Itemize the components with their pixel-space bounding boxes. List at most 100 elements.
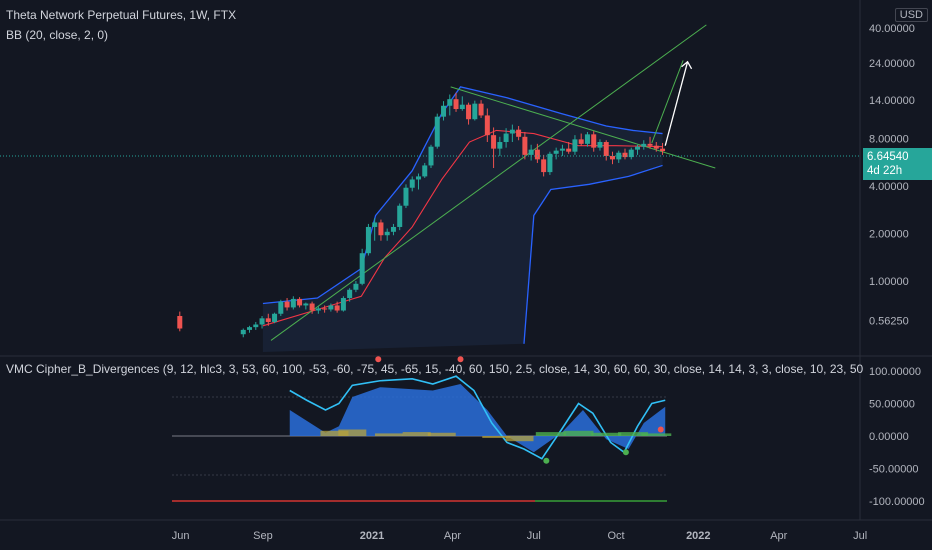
candle-body	[609, 155, 615, 160]
candle-body	[428, 146, 434, 166]
candle-body	[322, 308, 328, 310]
time-tick-label: Apr	[770, 530, 787, 542]
vmc-indicator-label[interactable]: VMC Cipher_B_Divergences (9, 12, hlc3, 3…	[6, 362, 864, 376]
candle-body	[641, 143, 647, 147]
oscillator-axis[interactable]: 100.00000 50.00000 0.00000 -50.00000 -100.00…	[869, 366, 925, 508]
candle-body	[578, 139, 584, 144]
money-flow-bar	[374, 433, 403, 436]
candlesticks	[177, 92, 666, 338]
candle-body	[259, 318, 265, 325]
price-tick-label: 40.00000	[869, 23, 915, 35]
candle-body	[378, 222, 384, 236]
candle-body	[434, 116, 440, 147]
candle-body	[390, 226, 396, 232]
money-flow-bar	[563, 430, 594, 436]
candle-body	[365, 226, 371, 254]
trendline	[450, 86, 716, 169]
trendline	[651, 60, 684, 144]
candle-body	[447, 99, 453, 106]
candle-body	[584, 134, 590, 144]
bar-countdown: 4d 22h	[867, 165, 903, 177]
candle-body	[603, 142, 609, 156]
candle-body	[516, 129, 522, 137]
candle-body	[491, 135, 497, 149]
candle-body	[240, 329, 246, 335]
time-tick-label: Sep	[253, 530, 273, 542]
bollinger-bands	[262, 86, 663, 352]
candle-body	[635, 146, 641, 150]
candle-body	[272, 313, 278, 322]
candle-body	[303, 303, 309, 306]
candle-body	[278, 301, 284, 314]
candle-body	[265, 318, 271, 322]
candle-body	[597, 142, 603, 148]
oscillator-tick-label: 50.00000	[869, 399, 915, 411]
time-tick-label: Oct	[607, 530, 624, 542]
candle-body	[177, 316, 183, 329]
last-price-tag: 6.64540 4d 22h	[863, 148, 932, 180]
time-tick-label: 2021	[360, 530, 384, 542]
candle-body	[628, 149, 634, 158]
money-flow-bar	[338, 429, 367, 436]
candle-body	[484, 115, 490, 136]
money-flow-bar	[535, 432, 566, 436]
candle-body	[534, 149, 540, 160]
candle-body	[297, 298, 303, 306]
projection-arrow-head	[681, 60, 693, 70]
candle-body	[353, 283, 359, 290]
candle-body	[340, 298, 346, 311]
candle-body	[660, 148, 666, 152]
oscillator-tick-label: -100.00000	[869, 496, 925, 508]
time-tick-label: Jul	[527, 530, 541, 542]
price-tick-label: 1.00000	[869, 276, 909, 288]
money-flow-bar	[402, 432, 431, 436]
candle-body	[528, 149, 534, 155]
candle-body	[509, 129, 515, 134]
signal-dot	[543, 457, 550, 464]
projection-arrow	[664, 61, 689, 146]
money-flow-bar	[482, 436, 511, 438]
candle-body	[591, 134, 597, 148]
candle-body	[522, 136, 528, 155]
time-tick-label: Jun	[172, 530, 190, 542]
candle-body	[466, 104, 472, 120]
candle-body	[290, 298, 296, 308]
money-flow-bar	[320, 430, 349, 436]
candle-body	[497, 142, 503, 149]
symbol-title[interactable]: Theta Network Perpetual Futures, 1W, FTX	[6, 8, 237, 22]
candle-body	[284, 301, 290, 308]
candle-body	[409, 179, 415, 188]
oscillator-tick-label: 100.00000	[869, 366, 921, 378]
currency-label[interactable]: USD	[894, 8, 928, 22]
price-tick-label: 0.56250	[869, 315, 909, 327]
candle-body	[422, 165, 428, 177]
candle-body	[566, 148, 572, 152]
time-tick-label: 2022	[686, 530, 710, 542]
signal-dot	[457, 356, 464, 363]
candle-body	[403, 187, 409, 206]
candle-body	[503, 133, 509, 143]
price-axis[interactable]: 40.00000 24.00000 14.00000 8.00000 4.00000 2.…	[869, 23, 915, 327]
candle-body	[459, 104, 465, 110]
time-axis[interactable]: Jun Sep 2021 Apr Jul Oct 2022 Apr Jul	[172, 530, 867, 542]
signal-dot	[622, 449, 629, 456]
candle-body	[328, 305, 334, 310]
wave1-line	[289, 375, 666, 460]
trendline	[270, 24, 707, 341]
candle-body	[397, 205, 403, 227]
candle-body	[309, 303, 315, 311]
bb-indicator-label[interactable]: BB (20, close, 2, 0)	[6, 28, 109, 42]
oscillator-tick-label: -50.00000	[869, 464, 919, 476]
money-flow-bar	[505, 436, 534, 442]
trendlines	[270, 24, 716, 341]
oscillator-tick-label: 0.00000	[869, 431, 909, 443]
bb-lower-line	[523, 164, 663, 344]
candle-body	[541, 159, 547, 173]
price-tick-label: 8.00000	[869, 134, 909, 146]
candle-body	[441, 105, 447, 117]
candle-body	[347, 289, 353, 299]
candle-body	[372, 222, 378, 227]
oscillator-pane	[172, 356, 672, 502]
candle-body	[315, 308, 321, 311]
